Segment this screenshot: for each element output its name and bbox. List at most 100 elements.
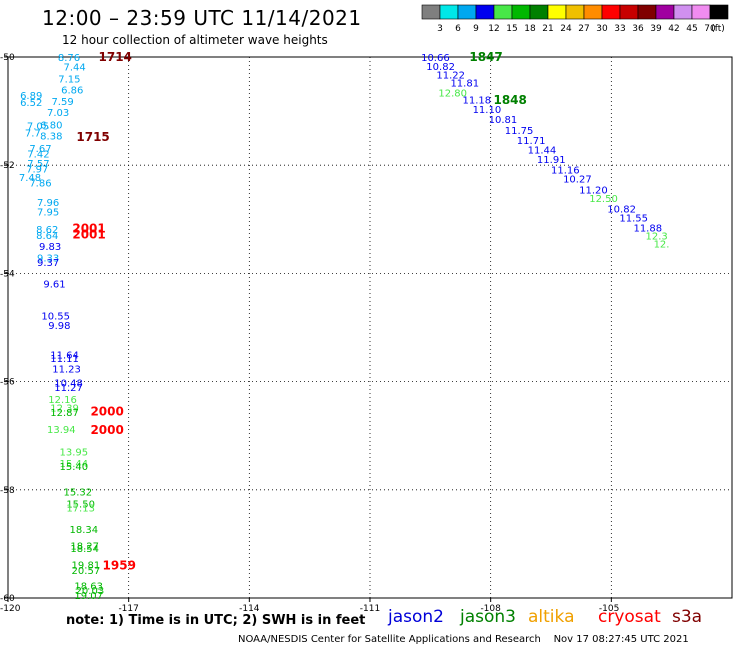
pass-time-label: 1715: [76, 130, 109, 144]
wave-height-label: 20.57: [72, 566, 101, 577]
y-tick-label: -54: [0, 269, 15, 279]
wave-height-label: 8.62: [36, 225, 58, 236]
wave-height-label: 12.: [654, 240, 670, 251]
wave-height-label: 11.23: [52, 365, 81, 376]
wave-height-label: 15.32: [64, 487, 93, 498]
x-tick-label: -108: [480, 604, 501, 614]
colorbar-label: 12: [488, 24, 499, 34]
wave-height-label: 11.27: [54, 383, 83, 394]
plot-frame: [7, 56, 733, 599]
wave-height-label: 9.37: [37, 258, 59, 269]
wave-height-label: 18.63: [74, 582, 103, 593]
chart-title: 12:00 – 23:59 UTC 11/14/2021: [42, 6, 362, 30]
wave-height-label: 6.89: [20, 91, 42, 102]
wave-height-label: 11.91: [537, 155, 566, 166]
wave-height-label: 7.95: [37, 208, 59, 219]
wave-height-label: 11.18: [463, 96, 492, 107]
wave-height-label: 11.55: [619, 214, 648, 225]
wave-height-label: 7.15: [58, 75, 80, 86]
wave-height-label: 7.97: [26, 164, 48, 175]
colorbar-label: 39: [650, 24, 662, 34]
pass-time-label: 1848: [493, 93, 526, 107]
wave-height-label: 11.71: [517, 136, 546, 147]
x-tick-label: -105: [599, 604, 619, 614]
wave-height-label: 10.66: [421, 53, 450, 64]
wave-height-label: 9.61: [43, 280, 65, 291]
y-tick-label: -50: [0, 53, 15, 63]
wave-height-label: 7.59: [51, 97, 73, 108]
wave-height-label: 11.16: [551, 166, 580, 177]
pass-time-label: 1847: [469, 50, 502, 64]
wave-height-label: 10.55: [41, 312, 70, 323]
wave-height-label: 20.03: [76, 586, 105, 597]
pass-time-label: 2001: [72, 227, 105, 241]
colorbar-label: 3: [437, 24, 443, 34]
colorbar-label: 21: [542, 24, 553, 34]
colorbar-label: 15: [506, 24, 517, 34]
wave-height-label: 15.50: [66, 499, 95, 510]
wave-height-label: 11.22: [436, 70, 465, 81]
wave-height-label: 12.3: [646, 232, 668, 243]
wave-height-label: 10.82: [426, 62, 455, 73]
wave-height-label: 9.83: [39, 242, 61, 253]
colorbar-label: 27: [578, 24, 589, 34]
wave-height-label: 12.39: [50, 404, 79, 415]
footer-note: note: 1) Time is in UTC; 2) SWH is in fe…: [66, 613, 366, 628]
legend-entry-jason3: jason3: [460, 607, 516, 627]
x-tick-label: -120: [0, 604, 21, 614]
wave-height-label: 6.52: [20, 98, 42, 109]
wave-height-label: 11.11: [50, 354, 79, 365]
wave-height-label: 11.75: [505, 126, 534, 137]
footer-credit: NOAA/NESDIS Center for Satellite Applica…: [238, 634, 689, 645]
wave-height-label: 7.48: [19, 173, 41, 184]
legend-entry-jason2: jason2: [388, 607, 444, 627]
legend-entry-altika: altika: [528, 607, 575, 627]
wave-height-label: 9.33: [37, 254, 59, 265]
wave-height-label: 19.81: [72, 560, 101, 571]
wave-height-label: 6.80: [40, 121, 62, 132]
wave-height-label: 15.40: [59, 462, 88, 473]
wave-height-label: 7.86: [29, 179, 51, 190]
wave-height-label: 10.81: [489, 115, 518, 126]
colorbar-label: 24: [560, 24, 572, 34]
pass-time-label: 1714: [99, 50, 132, 64]
wave-height-label: 7.7: [25, 129, 41, 140]
wave-height-label: 13.95: [59, 447, 88, 458]
legend-entry-s3a: s3a: [672, 607, 703, 627]
wave-height-label: 10.48: [54, 379, 83, 390]
x-tick-label: -114: [239, 604, 260, 614]
wave-height-label: 17.13: [66, 504, 95, 515]
wave-height-label: 8.64: [36, 231, 58, 242]
plot-area: -120 -117 -114 -111 -108 -105 -50 -52 -54 -56 -58 -…: [0, 50, 733, 614]
wave-height-label: 19.07: [74, 591, 103, 602]
y-tick-label: -58: [0, 486, 15, 496]
wave-height-label: 9.98: [48, 321, 70, 332]
colorbar-label: 45: [686, 24, 697, 34]
colorbar-label: 42: [668, 24, 679, 34]
wave-height-label: 7.05: [27, 122, 49, 133]
wave-height-label: 7.67: [29, 144, 51, 155]
y-tick-label: -60: [0, 594, 15, 604]
pass-time-label: 2000: [90, 404, 123, 418]
wave-height-label: 11.10: [473, 105, 502, 116]
colorbar-label: 36: [632, 24, 644, 34]
wave-height-label: 13.94: [47, 425, 76, 436]
wave-height-label: 12.16: [48, 395, 77, 406]
colorbar-label: 33: [614, 24, 625, 34]
pass-time-label: 2000: [90, 423, 123, 437]
wave-height-label: 11.20: [579, 186, 608, 197]
colorbar-unit: (ft): [711, 24, 725, 34]
colorbar-label: 70: [704, 24, 716, 34]
wave-height-points: 8.767.447.156.86 6.896.52 7.597.03 7.056.80…: [19, 53, 670, 602]
wave-height-label: 7.57: [27, 159, 49, 170]
chart-subtitle: 12 hour collection of altimeter wave hei…: [62, 33, 328, 47]
wave-height-label: 8.38: [40, 131, 62, 142]
y-tick-label: -56: [0, 378, 15, 388]
colorbar-label: 6: [455, 24, 461, 34]
wave-height-label: 12.50: [589, 194, 618, 205]
colorbar: 3 6 9 12 15 18 21 24 27 30 33 36 39 42 45 70(ft): [421, 4, 729, 34]
wave-height-label: 18.54: [70, 544, 99, 555]
wave-height-label: 15.44: [59, 459, 88, 470]
